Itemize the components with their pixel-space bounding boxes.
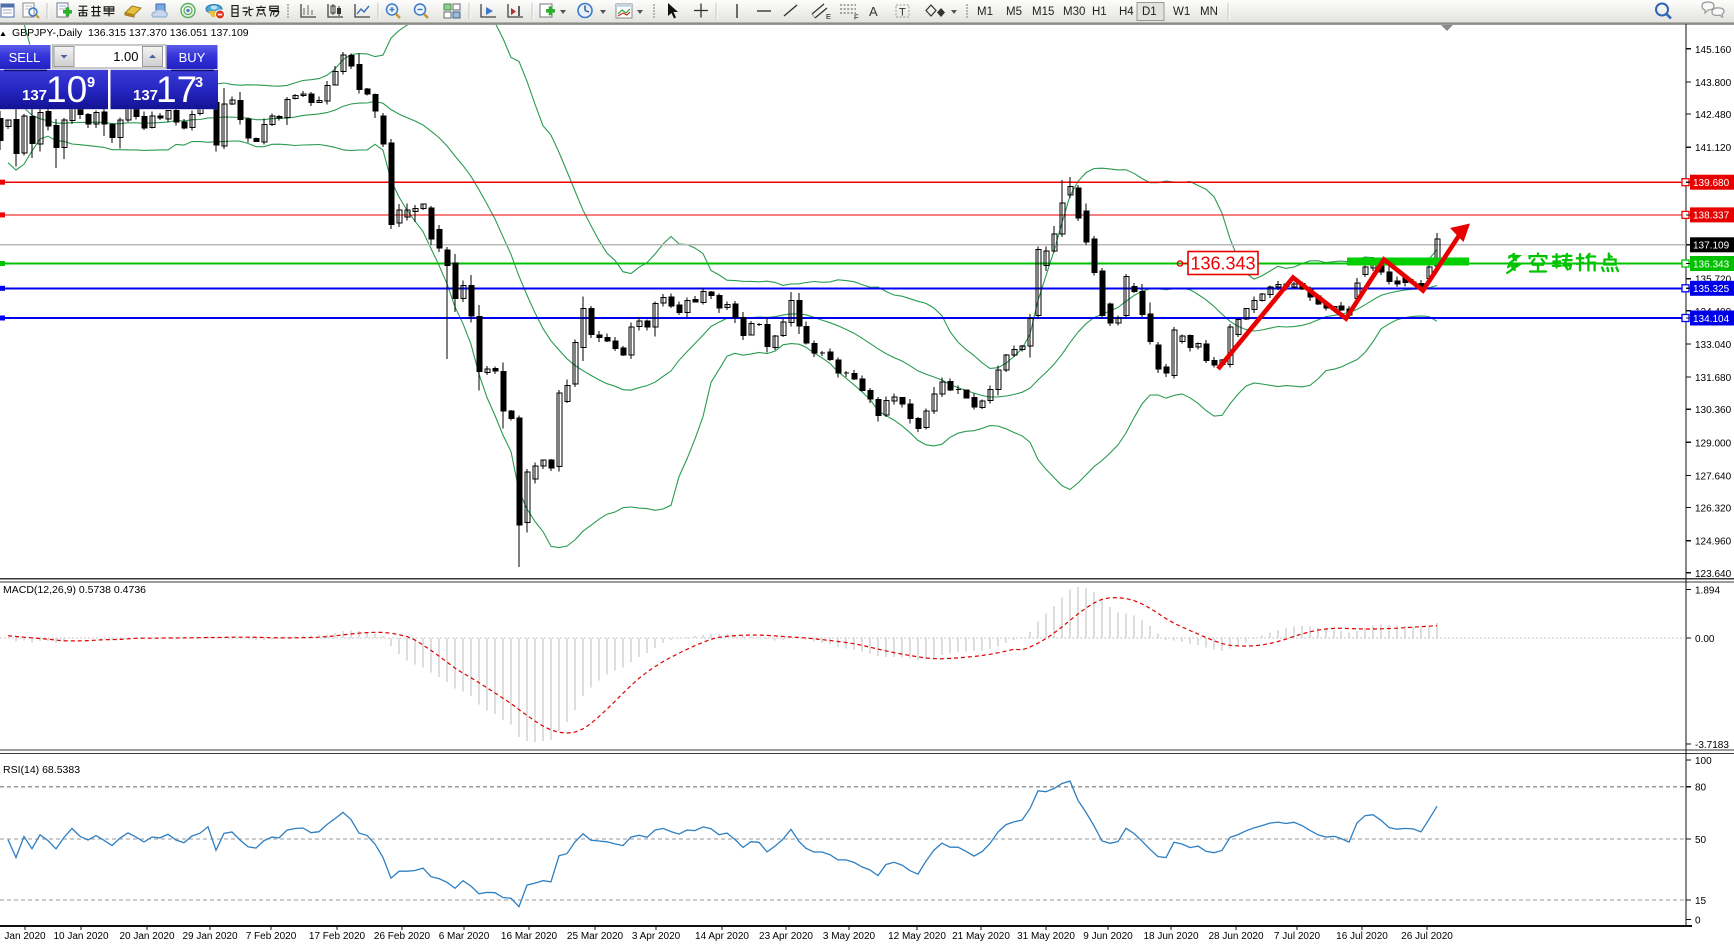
svg-text:50: 50 bbox=[1695, 835, 1707, 846]
svg-text:3: 3 bbox=[195, 75, 203, 91]
svg-text:136.343: 136.343 bbox=[1693, 259, 1730, 270]
svg-text:26 Feb 2020: 26 Feb 2020 bbox=[374, 931, 431, 942]
svg-text:9: 9 bbox=[87, 75, 95, 91]
svg-text:133.040: 133.040 bbox=[1695, 340, 1732, 351]
svg-text:GBPJPY-,Daily 136.315 137.370: GBPJPY-,Daily 136.315 137.370 136.051 13… bbox=[12, 27, 249, 39]
svg-text:15: 15 bbox=[1695, 896, 1707, 907]
svg-text:137: 137 bbox=[133, 87, 158, 104]
svg-text:BUY: BUY bbox=[179, 50, 206, 65]
svg-text:A: A bbox=[869, 4, 878, 19]
svg-text:1.894: 1.894 bbox=[1695, 586, 1720, 597]
svg-text:135.325: 135.325 bbox=[1693, 284, 1730, 295]
svg-text:143.800: 143.800 bbox=[1695, 78, 1732, 89]
svg-text:124.960: 124.960 bbox=[1695, 537, 1732, 548]
svg-text:M1: M1 bbox=[977, 6, 993, 18]
svg-text:12 May 2020: 12 May 2020 bbox=[888, 931, 946, 942]
svg-text:10: 10 bbox=[46, 69, 87, 110]
svg-text:28 Jun 2020: 28 Jun 2020 bbox=[1208, 931, 1263, 942]
svg-text:16 Jul 2020: 16 Jul 2020 bbox=[1336, 931, 1388, 942]
svg-text:137.109: 137.109 bbox=[1693, 241, 1730, 252]
svg-text:M15: M15 bbox=[1032, 6, 1054, 18]
svg-text:136.343: 136.343 bbox=[1190, 254, 1255, 274]
svg-text:SELL: SELL bbox=[9, 50, 41, 65]
svg-text:123.640: 123.640 bbox=[1695, 569, 1732, 580]
svg-text:100: 100 bbox=[1695, 756, 1712, 767]
svg-text:26 Jul 2020: 26 Jul 2020 bbox=[1401, 931, 1453, 942]
svg-text:25 Mar 2020: 25 Mar 2020 bbox=[567, 931, 624, 942]
svg-text:7 Jul 2020: 7 Jul 2020 bbox=[1274, 931, 1321, 942]
svg-text:80: 80 bbox=[1695, 783, 1707, 794]
svg-text:MACD(12,26,9) 0.5738 0.4736: MACD(12,26,9) 0.5738 0.4736 bbox=[3, 584, 146, 596]
svg-text:14 Apr 2020: 14 Apr 2020 bbox=[695, 931, 749, 942]
svg-text:MN: MN bbox=[1200, 6, 1218, 18]
svg-text:RSI(14) 68.5383: RSI(14) 68.5383 bbox=[3, 764, 80, 776]
svg-text:3 May 2020: 3 May 2020 bbox=[823, 931, 876, 942]
svg-text:141.120: 141.120 bbox=[1695, 143, 1732, 154]
svg-text:17 Feb 2020: 17 Feb 2020 bbox=[309, 931, 366, 942]
svg-text:29 Jan 2020: 29 Jan 2020 bbox=[182, 931, 237, 942]
svg-text:D1: D1 bbox=[1142, 6, 1157, 18]
svg-text:130.360: 130.360 bbox=[1695, 405, 1732, 416]
svg-text:0.00: 0.00 bbox=[1695, 634, 1715, 645]
svg-text:3 Apr 2020: 3 Apr 2020 bbox=[632, 931, 681, 942]
svg-text:0: 0 bbox=[1695, 916, 1701, 927]
svg-text:138.337: 138.337 bbox=[1693, 211, 1730, 222]
svg-text:F: F bbox=[854, 13, 859, 22]
svg-text:T: T bbox=[899, 7, 906, 19]
svg-text:131.680: 131.680 bbox=[1695, 373, 1732, 384]
svg-text:10 Jan 2020: 10 Jan 2020 bbox=[53, 931, 108, 942]
svg-text:9 Jun 2020: 9 Jun 2020 bbox=[1083, 931, 1133, 942]
svg-text:135.720: 135.720 bbox=[1695, 275, 1732, 286]
svg-text:139.680: 139.680 bbox=[1693, 178, 1730, 189]
svg-text:21 May 2020: 21 May 2020 bbox=[952, 931, 1010, 942]
svg-text:137: 137 bbox=[22, 87, 47, 104]
svg-text:H4: H4 bbox=[1119, 6, 1134, 18]
svg-text:W1: W1 bbox=[1173, 6, 1190, 18]
svg-text:17: 17 bbox=[156, 69, 197, 110]
svg-text:134.104: 134.104 bbox=[1693, 314, 1730, 325]
svg-text:E: E bbox=[826, 12, 831, 21]
svg-text:20 Jan 2020: 20 Jan 2020 bbox=[119, 931, 174, 942]
svg-text:M30: M30 bbox=[1063, 6, 1085, 18]
svg-text:M5: M5 bbox=[1006, 6, 1022, 18]
svg-text:142.480: 142.480 bbox=[1695, 110, 1732, 121]
svg-text:127.640: 127.640 bbox=[1695, 471, 1732, 482]
svg-text:16 Mar 2020: 16 Mar 2020 bbox=[501, 931, 558, 942]
svg-text:18 Jun 2020: 18 Jun 2020 bbox=[1143, 931, 1198, 942]
svg-text:7 Feb 2020: 7 Feb 2020 bbox=[246, 931, 297, 942]
svg-text:H1: H1 bbox=[1092, 6, 1107, 18]
svg-text:126.320: 126.320 bbox=[1695, 504, 1732, 515]
svg-text:6 Mar 2020: 6 Mar 2020 bbox=[439, 931, 490, 942]
svg-text:145.160: 145.160 bbox=[1695, 45, 1732, 56]
svg-text:1.00: 1.00 bbox=[113, 49, 138, 64]
svg-text:31 May 2020: 31 May 2020 bbox=[1017, 931, 1075, 942]
svg-text:-3.7183: -3.7183 bbox=[1695, 740, 1729, 751]
svg-text:129.000: 129.000 bbox=[1695, 438, 1732, 449]
svg-text:23 Apr 2020: 23 Apr 2020 bbox=[759, 931, 813, 942]
svg-text:Jan 2020: Jan 2020 bbox=[4, 931, 46, 942]
